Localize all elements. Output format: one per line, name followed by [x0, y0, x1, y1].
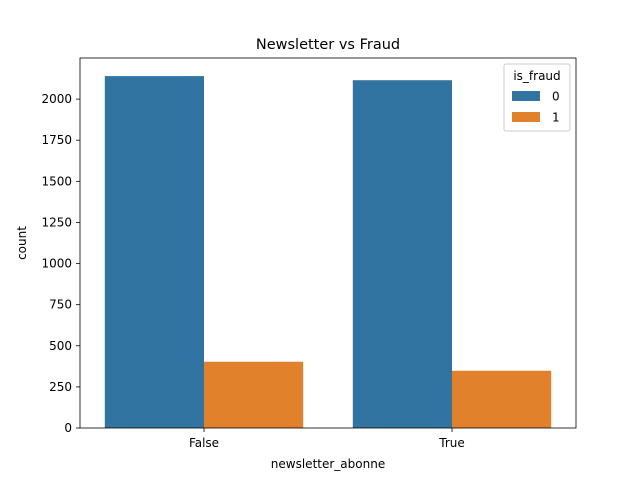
y-tick-label: 1250 [41, 215, 72, 229]
y-tick-label: 250 [49, 380, 72, 394]
y-tick-label: 0 [64, 421, 72, 435]
x-axis: False True [189, 428, 465, 450]
legend-label-1: 1 [552, 111, 560, 125]
bar-true-series-0 [352, 80, 452, 428]
axes-frame [79, 57, 577, 429]
y-axis-label: count [15, 226, 29, 260]
legend-swatch-1 [512, 112, 540, 122]
plot-area [79, 57, 577, 429]
legend-swatch-0 [512, 91, 540, 101]
legend-title: is_fraud [513, 69, 560, 83]
legend: is_fraud 0 1 [503, 63, 571, 132]
bar-false-series-0 [104, 76, 204, 428]
x-tick-label-false: False [189, 436, 219, 450]
y-tick-label: 2000 [41, 92, 72, 106]
y-tick-label: 500 [49, 339, 72, 353]
y-tick-label: 1750 [41, 133, 72, 147]
y-tick-label: 1500 [41, 174, 72, 188]
y-axis: 0 250 500 750 1000 1250 1500 1750 2000 [41, 92, 80, 435]
y-tick-label: 1000 [41, 257, 72, 271]
chart-title: Newsletter vs Fraud [256, 37, 400, 53]
x-axis-label: newsletter_abonne [271, 457, 385, 471]
bar-false-series-1 [204, 361, 304, 428]
legend-label-0: 0 [552, 90, 560, 104]
bar-true-series-1 [452, 370, 552, 428]
y-tick-label: 750 [49, 298, 72, 312]
x-tick-label-true: True [438, 436, 465, 450]
